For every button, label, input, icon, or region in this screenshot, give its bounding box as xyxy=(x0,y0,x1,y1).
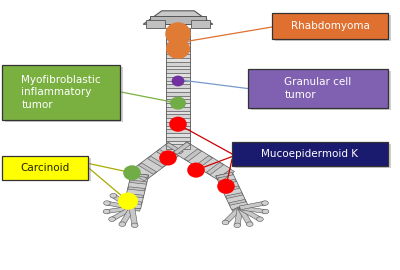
Polygon shape xyxy=(166,143,183,154)
FancyBboxPatch shape xyxy=(5,158,91,181)
Circle shape xyxy=(262,209,269,214)
Ellipse shape xyxy=(170,97,186,110)
Polygon shape xyxy=(173,142,190,154)
FancyBboxPatch shape xyxy=(150,16,206,24)
FancyBboxPatch shape xyxy=(166,62,190,66)
FancyBboxPatch shape xyxy=(2,156,88,180)
Polygon shape xyxy=(240,206,266,213)
Circle shape xyxy=(262,201,268,205)
Polygon shape xyxy=(222,186,240,192)
FancyBboxPatch shape xyxy=(166,122,190,126)
Circle shape xyxy=(119,222,126,227)
Ellipse shape xyxy=(187,163,205,178)
Polygon shape xyxy=(206,163,224,175)
Polygon shape xyxy=(226,193,243,198)
Polygon shape xyxy=(106,201,133,210)
FancyBboxPatch shape xyxy=(166,77,190,81)
FancyBboxPatch shape xyxy=(248,69,388,108)
Ellipse shape xyxy=(169,117,187,132)
Polygon shape xyxy=(125,200,142,204)
Polygon shape xyxy=(130,180,147,184)
FancyBboxPatch shape xyxy=(166,137,190,141)
Polygon shape xyxy=(123,207,140,211)
Polygon shape xyxy=(229,200,246,205)
Polygon shape xyxy=(129,208,138,225)
FancyBboxPatch shape xyxy=(166,107,190,111)
Circle shape xyxy=(104,201,110,205)
Polygon shape xyxy=(132,143,184,179)
Polygon shape xyxy=(138,163,156,174)
Ellipse shape xyxy=(123,165,141,180)
Text: Myofibroblastic
inflammatory
tumor: Myofibroblastic inflammatory tumor xyxy=(21,75,101,110)
FancyBboxPatch shape xyxy=(235,144,391,168)
Circle shape xyxy=(246,222,253,227)
FancyBboxPatch shape xyxy=(272,13,388,39)
FancyBboxPatch shape xyxy=(166,129,190,133)
FancyBboxPatch shape xyxy=(251,71,391,110)
FancyBboxPatch shape xyxy=(275,15,391,41)
FancyBboxPatch shape xyxy=(166,54,190,58)
Polygon shape xyxy=(232,206,249,212)
Polygon shape xyxy=(143,11,213,24)
FancyBboxPatch shape xyxy=(166,92,190,96)
Circle shape xyxy=(103,209,110,214)
Polygon shape xyxy=(223,207,242,224)
FancyBboxPatch shape xyxy=(166,99,190,103)
FancyBboxPatch shape xyxy=(166,47,190,51)
Ellipse shape xyxy=(166,38,190,59)
Circle shape xyxy=(110,193,117,198)
Polygon shape xyxy=(173,142,231,179)
Polygon shape xyxy=(156,149,174,161)
Polygon shape xyxy=(106,206,132,213)
Polygon shape xyxy=(191,20,210,28)
Polygon shape xyxy=(217,169,234,181)
FancyBboxPatch shape xyxy=(166,28,190,149)
Polygon shape xyxy=(130,170,147,181)
Ellipse shape xyxy=(118,193,138,210)
Polygon shape xyxy=(131,173,148,177)
FancyBboxPatch shape xyxy=(166,39,190,43)
FancyBboxPatch shape xyxy=(2,65,120,120)
Polygon shape xyxy=(216,173,233,178)
Polygon shape xyxy=(110,207,134,221)
Polygon shape xyxy=(216,172,248,210)
Polygon shape xyxy=(184,149,202,161)
Text: Mucoepidermoid K: Mucoepidermoid K xyxy=(262,149,358,159)
Ellipse shape xyxy=(165,22,191,45)
Polygon shape xyxy=(126,194,144,198)
Polygon shape xyxy=(219,179,236,185)
Text: Carcinoid: Carcinoid xyxy=(20,163,70,173)
Circle shape xyxy=(109,217,116,221)
Polygon shape xyxy=(238,207,252,225)
Polygon shape xyxy=(146,20,165,28)
FancyBboxPatch shape xyxy=(232,142,388,166)
Text: Rhabdomyoma: Rhabdomyoma xyxy=(290,21,370,31)
Polygon shape xyxy=(120,207,134,225)
FancyBboxPatch shape xyxy=(166,114,190,119)
Circle shape xyxy=(234,223,241,228)
Circle shape xyxy=(256,217,263,221)
Polygon shape xyxy=(111,194,134,209)
Text: Granular cell
tumor: Granular cell tumor xyxy=(284,77,352,100)
Ellipse shape xyxy=(159,150,177,166)
Polygon shape xyxy=(148,156,165,167)
Polygon shape xyxy=(195,156,212,168)
Ellipse shape xyxy=(172,76,184,86)
Polygon shape xyxy=(234,208,243,225)
Polygon shape xyxy=(128,187,145,191)
Polygon shape xyxy=(238,207,262,221)
Circle shape xyxy=(131,223,138,228)
Polygon shape xyxy=(239,201,266,210)
FancyBboxPatch shape xyxy=(166,144,190,149)
FancyBboxPatch shape xyxy=(166,69,190,73)
Ellipse shape xyxy=(217,179,235,194)
Circle shape xyxy=(222,220,229,225)
Polygon shape xyxy=(123,173,149,209)
FancyBboxPatch shape xyxy=(5,67,123,122)
FancyBboxPatch shape xyxy=(166,32,190,36)
FancyBboxPatch shape xyxy=(166,84,190,89)
